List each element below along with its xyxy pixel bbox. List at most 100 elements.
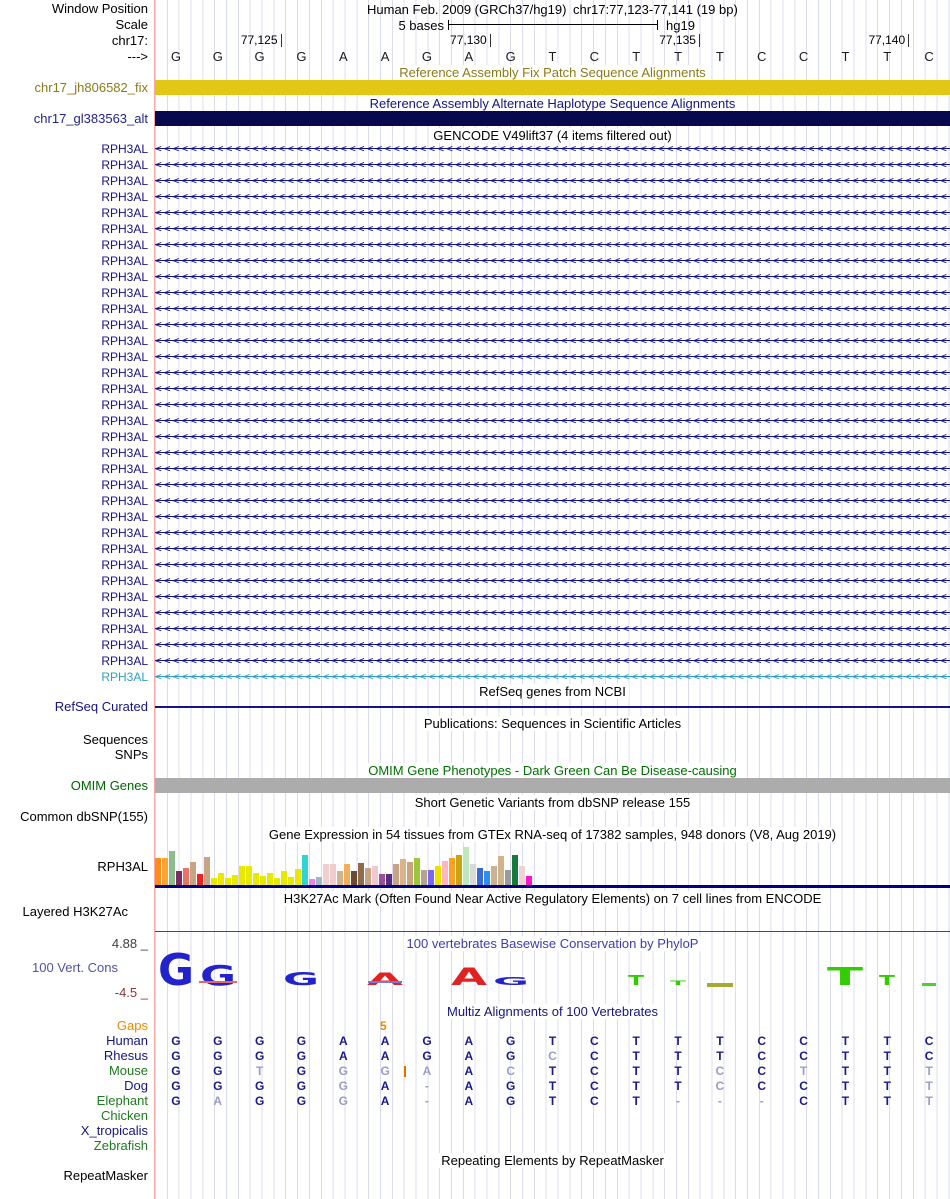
gencode-transcript-label[interactable]: RPH3AL [101,462,148,476]
gtex-tissue-bar[interactable] [393,864,399,885]
gencode-transcript-row[interactable]: RPH3AL <<<<<<<<<<<<<<<<<<<<<<<<<<<<<<<<<<… [0,365,950,381]
gencode-transcript-label[interactable]: RPH3AL [101,286,148,300]
gtex-tissue-bar[interactable] [176,871,182,885]
gencode-transcript-row[interactable]: RPH3AL <<<<<<<<<<<<<<<<<<<<<<<<<<<<<<<<<<… [0,589,950,605]
gencode-transcript-row[interactable]: RPH3AL <<<<<<<<<<<<<<<<<<<<<<<<<<<<<<<<<<… [0,189,950,205]
gencode-transcript-row[interactable]: RPH3AL <<<<<<<<<<<<<<<<<<<<<<<<<<<<<<<<<<… [0,653,950,669]
multiz-gaps-label[interactable]: Gaps [116,1018,148,1033]
gtex-tissue-bar[interactable] [435,866,441,885]
gencode-transcript-label[interactable]: RPH3AL [101,670,148,684]
gtex-tissue-bar[interactable] [484,871,490,885]
gtex-tissue-bar[interactable] [456,855,462,885]
gtex-gene-label[interactable]: RPH3AL [97,859,148,874]
gencode-transcript-label[interactable]: RPH3AL [101,526,148,540]
gtex-tissue-bar[interactable] [442,861,448,885]
gtex-tissue-bar[interactable] [260,876,266,885]
gencode-transcript-row[interactable]: RPH3AL <<<<<<<<<<<<<<<<<<<<<<<<<<<<<<<<<<… [0,253,950,269]
gtex-tissue-bar[interactable] [232,875,238,885]
multiz-species-label[interactable]: Dog [124,1078,148,1093]
gtex-tissue-bar[interactable] [477,868,483,885]
multiz-species-label[interactable]: Elephant [96,1093,148,1108]
gencode-transcript-label[interactable]: RPH3AL [101,366,148,380]
gtex-tissue-bar[interactable] [274,878,280,885]
gencode-transcript-label[interactable]: RPH3AL [101,494,148,508]
gtex-tissue-bar[interactable] [225,878,231,885]
omim-gene-bar[interactable] [155,778,950,793]
gencode-transcript-label[interactable]: RPH3AL [101,334,148,348]
gencode-transcript-label[interactable]: RPH3AL [101,622,148,636]
gencode-transcript-label[interactable]: RPH3AL [101,254,148,268]
gtex-tissue-bar[interactable] [211,878,217,885]
gtex-tissue-bar[interactable] [337,871,343,885]
gencode-transcript-row[interactable]: RPH3AL <<<<<<<<<<<<<<<<<<<<<<<<<<<<<<<<<<… [0,669,950,685]
gencode-transcript-label[interactable]: RPH3AL [101,190,148,204]
gencode-transcript-row[interactable]: RPH3AL <<<<<<<<<<<<<<<<<<<<<<<<<<<<<<<<<<… [0,637,950,653]
multiz-species-label[interactable]: X_tropicalis [80,1123,148,1138]
gencode-transcript-label[interactable]: RPH3AL [101,446,148,460]
gtex-tissue-bar[interactable] [323,864,329,885]
gtex-tissue-bar[interactable] [169,851,175,885]
gencode-transcript-row[interactable]: RPH3AL <<<<<<<<<<<<<<<<<<<<<<<<<<<<<<<<<<… [0,173,950,189]
gencode-transcript-label[interactable]: RPH3AL [101,654,148,668]
gencode-transcript-row[interactable]: RPH3AL <<<<<<<<<<<<<<<<<<<<<<<<<<<<<<<<<<… [0,461,950,477]
publications-sequences-label[interactable]: Sequences [82,732,148,747]
gencode-transcript-label[interactable]: RPH3AL [101,510,148,524]
gtex-tissue-bar[interactable] [288,877,294,885]
multiz-species-label[interactable]: Human [106,1033,148,1048]
gtex-tissue-bar[interactable] [309,879,315,885]
gencode-transcript-label[interactable]: RPH3AL [101,238,148,252]
gencode-transcript-row[interactable]: RPH3AL <<<<<<<<<<<<<<<<<<<<<<<<<<<<<<<<<<… [0,381,950,397]
gencode-transcript-row[interactable]: RPH3AL <<<<<<<<<<<<<<<<<<<<<<<<<<<<<<<<<<… [0,605,950,621]
gencode-transcript-row[interactable]: RPH3AL <<<<<<<<<<<<<<<<<<<<<<<<<<<<<<<<<<… [0,317,950,333]
gencode-transcript-row[interactable]: RPH3AL <<<<<<<<<<<<<<<<<<<<<<<<<<<<<<<<<<… [0,333,950,349]
gtex-tissue-bar[interactable] [330,864,336,885]
gencode-transcript-row[interactable]: RPH3AL <<<<<<<<<<<<<<<<<<<<<<<<<<<<<<<<<<… [0,557,950,573]
gencode-transcript-label[interactable]: RPH3AL [101,606,148,620]
gtex-tissue-bar[interactable] [190,862,196,885]
multiz-species-label[interactable]: Mouse [108,1063,148,1078]
gencode-transcript-label[interactable]: RPH3AL [101,158,148,172]
gencode-transcript-label[interactable]: RPH3AL [101,350,148,364]
gtex-tissue-bar[interactable] [386,874,392,885]
gtex-tissue-bar[interactable] [449,858,455,885]
gencode-transcript-row[interactable]: RPH3AL <<<<<<<<<<<<<<<<<<<<<<<<<<<<<<<<<<… [0,525,950,541]
gencode-transcript-row[interactable]: RPH3AL <<<<<<<<<<<<<<<<<<<<<<<<<<<<<<<<<<… [0,413,950,429]
gtex-tissue-bar[interactable] [316,877,322,885]
gencode-transcript-label[interactable]: RPH3AL [101,398,148,412]
gtex-tissue-bar[interactable] [183,868,189,885]
gtex-tissue-bar[interactable] [414,858,420,885]
gencode-transcript-label[interactable]: RPH3AL [101,478,148,492]
gtex-tissue-bar[interactable] [372,866,378,885]
gtex-tissue-bar[interactable] [365,868,371,885]
gtex-tissue-bar[interactable] [491,866,497,885]
gencode-transcript-row[interactable]: RPH3AL <<<<<<<<<<<<<<<<<<<<<<<<<<<<<<<<<<… [0,205,950,221]
gtex-tissue-bar[interactable] [162,858,168,885]
gencode-transcript-row[interactable]: RPH3AL <<<<<<<<<<<<<<<<<<<<<<<<<<<<<<<<<<… [0,621,950,637]
gencode-transcript-label[interactable]: RPH3AL [101,142,148,156]
gencode-transcript-row[interactable]: RPH3AL <<<<<<<<<<<<<<<<<<<<<<<<<<<<<<<<<<… [0,429,950,445]
gtex-tissue-bar[interactable] [470,864,476,885]
gencode-transcript-row[interactable]: RPH3AL <<<<<<<<<<<<<<<<<<<<<<<<<<<<<<<<<<… [0,509,950,525]
repeatmasker-label[interactable]: RepeatMasker [63,1168,148,1183]
refseq-gene-line[interactable] [155,706,950,708]
gencode-transcript-label[interactable]: RPH3AL [101,542,148,556]
phylop-label[interactable]: 100 Vert. Cons [32,960,118,975]
gtex-tissue-bar[interactable] [246,866,252,885]
multiz-species-label[interactable]: Rhesus [103,1048,148,1063]
gtex-tissue-bar[interactable] [379,874,385,885]
fix-patch-item-label[interactable]: chr17_jh806582_fix [34,80,148,95]
gtex-tissue-bar[interactable] [302,855,308,885]
gencode-transcript-row[interactable]: RPH3AL <<<<<<<<<<<<<<<<<<<<<<<<<<<<<<<<<<… [0,269,950,285]
gencode-transcript-label[interactable]: RPH3AL [101,318,148,332]
gencode-transcript-row[interactable]: RPH3AL <<<<<<<<<<<<<<<<<<<<<<<<<<<<<<<<<<… [0,541,950,557]
gtex-tissue-bar[interactable] [505,870,511,885]
gtex-tissue-bar[interactable] [239,866,245,885]
gencode-transcript-row[interactable]: RPH3AL <<<<<<<<<<<<<<<<<<<<<<<<<<<<<<<<<<… [0,477,950,493]
gencode-transcript-label[interactable]: RPH3AL [101,574,148,588]
gtex-tissue-bar[interactable] [218,873,224,885]
multiz-species-label[interactable]: Zebrafish [93,1138,148,1153]
gencode-transcript-row[interactable]: RPH3AL <<<<<<<<<<<<<<<<<<<<<<<<<<<<<<<<<<… [0,445,950,461]
gtex-tissue-bar[interactable] [519,866,525,885]
gtex-tissue-bar[interactable] [428,870,434,885]
gtex-tissue-bar[interactable] [155,858,161,885]
